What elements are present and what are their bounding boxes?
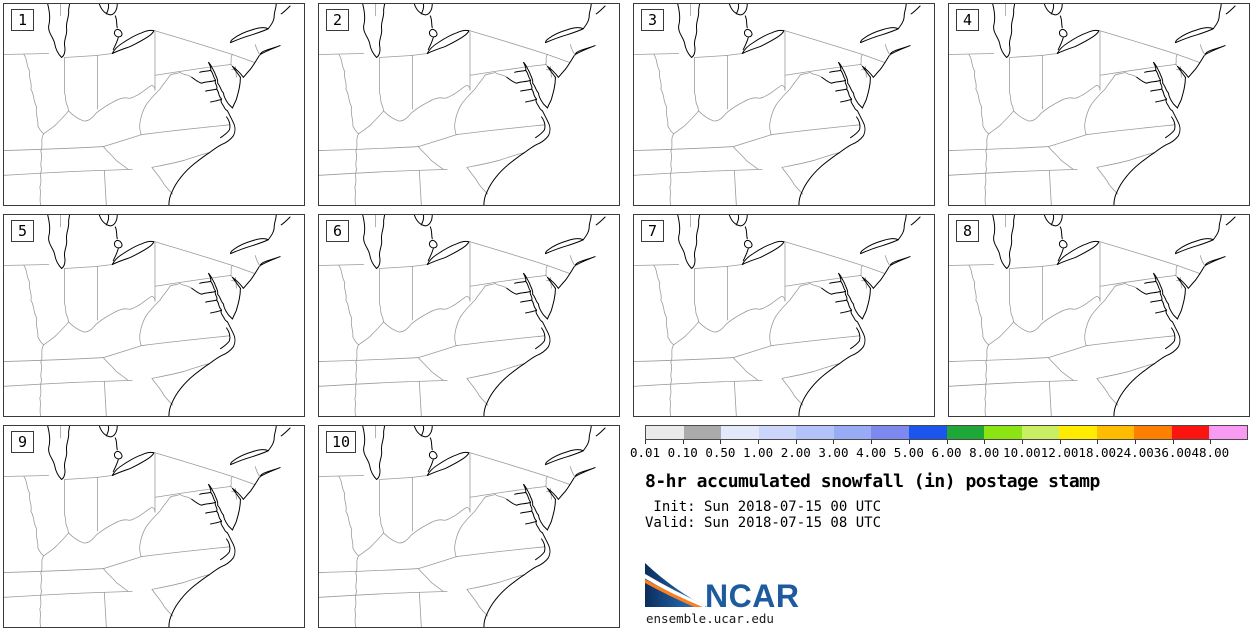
ncar-logo-text: NCAR <box>705 578 799 609</box>
forecast-map <box>4 426 291 627</box>
colorbar-tick-label: 24.00 <box>1116 445 1154 460</box>
legend-block: 0.01 0.10 0.50 1.00 2.00 3.00 4.00 5.00 6.00 8.00… <box>630 425 1250 628</box>
ensemble-member-panel[interactable]: 5 <box>3 214 305 417</box>
colorbar-tick <box>645 440 646 444</box>
colorbar-segment <box>721 426 759 439</box>
colorbar-tick <box>871 440 873 444</box>
colorbar-segment <box>1134 426 1172 439</box>
ensemble-member-panel[interactable]: 10 <box>318 425 620 628</box>
product-title: 8-hr accumulated snowfall (in) postage s… <box>645 471 1100 492</box>
site-url-text: ensemble.ucar.edu <box>646 611 774 626</box>
colorbar-segment <box>871 426 909 439</box>
snowfall-colorbar <box>645 425 1248 440</box>
member-number-label: 10 <box>326 431 357 453</box>
colorbar-tick <box>946 440 948 444</box>
colorbar-tick-label: 0.50 <box>705 445 736 460</box>
colorbar-segment <box>908 426 947 439</box>
colorbar-tick-label: 2.00 <box>780 445 811 460</box>
ensemble-member-panel[interactable]: 7 <box>633 214 935 417</box>
colorbar-tick-label: 10.00 <box>1003 445 1041 460</box>
colorbar-tick-label: 4.00 <box>856 445 887 460</box>
ensemble-member-panel[interactable]: 3 <box>633 3 935 206</box>
member-number-label: 2 <box>326 9 349 31</box>
stamp-grid: 1 2 3 4 5 6 7 8 9 10 0.01 0.10 0.50 1.00 2.00 3.00 4.00… <box>3 3 1250 628</box>
colorbar-tick <box>682 440 684 444</box>
colorbar-segment <box>984 426 1022 439</box>
member-number-label: 9 <box>11 431 34 453</box>
colorbar-tick <box>1021 440 1023 444</box>
colorbar-tick-label: 0.01 <box>629 445 661 460</box>
ensemble-member-panel[interactable]: 2 <box>318 3 620 206</box>
ensemble-member-panel[interactable]: 9 <box>3 425 305 628</box>
forecast-map <box>634 4 921 205</box>
colorbar-tick <box>908 440 910 444</box>
forecast-map <box>634 215 921 416</box>
colorbar-tick-label: 12.00 <box>1040 445 1079 460</box>
colorbar-segment <box>796 426 834 439</box>
ncar-logo: NCAR <box>645 563 799 609</box>
colorbar-tick-label: 0.10 <box>667 445 698 460</box>
colorbar-tick <box>720 440 722 444</box>
member-number-label: 5 <box>11 220 34 242</box>
colorbar-tick-label: 1.00 <box>743 445 774 460</box>
colorbar-tick-label: 36.00 <box>1153 445 1192 460</box>
member-number-label: 3 <box>641 9 664 31</box>
ensemble-member-panel[interactable]: 4 <box>948 3 1250 206</box>
ensemble-member-panel[interactable]: 1 <box>3 3 305 206</box>
member-number-label: 4 <box>956 9 979 31</box>
colorbar-segment <box>1096 426 1135 439</box>
ncar-logo-white-arc <box>645 573 706 607</box>
colorbar-tick-label: 3.00 <box>818 445 849 460</box>
colorbar-tick-label: 5.00 <box>893 445 924 460</box>
colorbar-segment <box>1059 426 1097 439</box>
forecast-map <box>319 4 606 205</box>
colorbar-tick <box>984 440 986 444</box>
member-number-label: 1 <box>11 9 34 31</box>
init-time-label: Init: Sun 2018-07-15 00 UTC <box>645 499 882 515</box>
colorbar-tick <box>1097 440 1099 444</box>
colorbar-tick <box>758 440 760 444</box>
colorbar-segment <box>683 426 722 439</box>
forecast-map <box>949 4 1236 205</box>
colorbar-tick-label: 6.00 <box>931 445 962 460</box>
colorbar-tick <box>1172 440 1174 444</box>
valid-time-label: Valid: Sun 2018-07-15 08 UTC <box>645 515 882 531</box>
colorbar-scale: 0.01 0.10 0.50 1.00 2.00 3.00 4.00 5.00 6.00 8.00… <box>630 440 1248 466</box>
colorbar-segment <box>646 426 684 439</box>
colorbar-segment <box>946 426 985 439</box>
colorbar-tick <box>833 440 835 444</box>
colorbar-segment <box>1171 426 1210 439</box>
forecast-map <box>4 4 291 205</box>
ncar-logo-dome <box>645 563 707 607</box>
colorbar-segment <box>833 426 872 439</box>
colorbar-tick <box>795 440 797 444</box>
member-number-label: 8 <box>956 220 979 242</box>
colorbar-tick-label: 8.00 <box>969 445 1000 460</box>
ncar-logo-orange-arc <box>645 578 704 607</box>
colorbar-tick-label: 18.00 <box>1078 445 1117 460</box>
forecast-map <box>319 215 606 416</box>
colorbar-segment <box>758 426 797 439</box>
forecast-map <box>319 426 606 627</box>
colorbar-tick <box>1210 440 1212 444</box>
colorbar-tick-label: 48.00 <box>1191 445 1230 460</box>
colorbar-segment <box>1209 426 1247 439</box>
time-labels: Init: Sun 2018-07-15 00 UTC Valid: Sun 2… <box>645 499 881 531</box>
ensemble-member-panel[interactable]: 6 <box>318 214 620 417</box>
member-number-label: 7 <box>641 220 664 242</box>
forecast-map <box>949 215 1236 416</box>
colorbar-tick <box>1059 440 1061 444</box>
member-number-label: 6 <box>326 220 349 242</box>
colorbar-segment <box>1021 426 1060 439</box>
colorbar-tick <box>1134 440 1136 444</box>
forecast-map <box>4 215 291 416</box>
ensemble-member-panel[interactable]: 8 <box>948 214 1250 417</box>
